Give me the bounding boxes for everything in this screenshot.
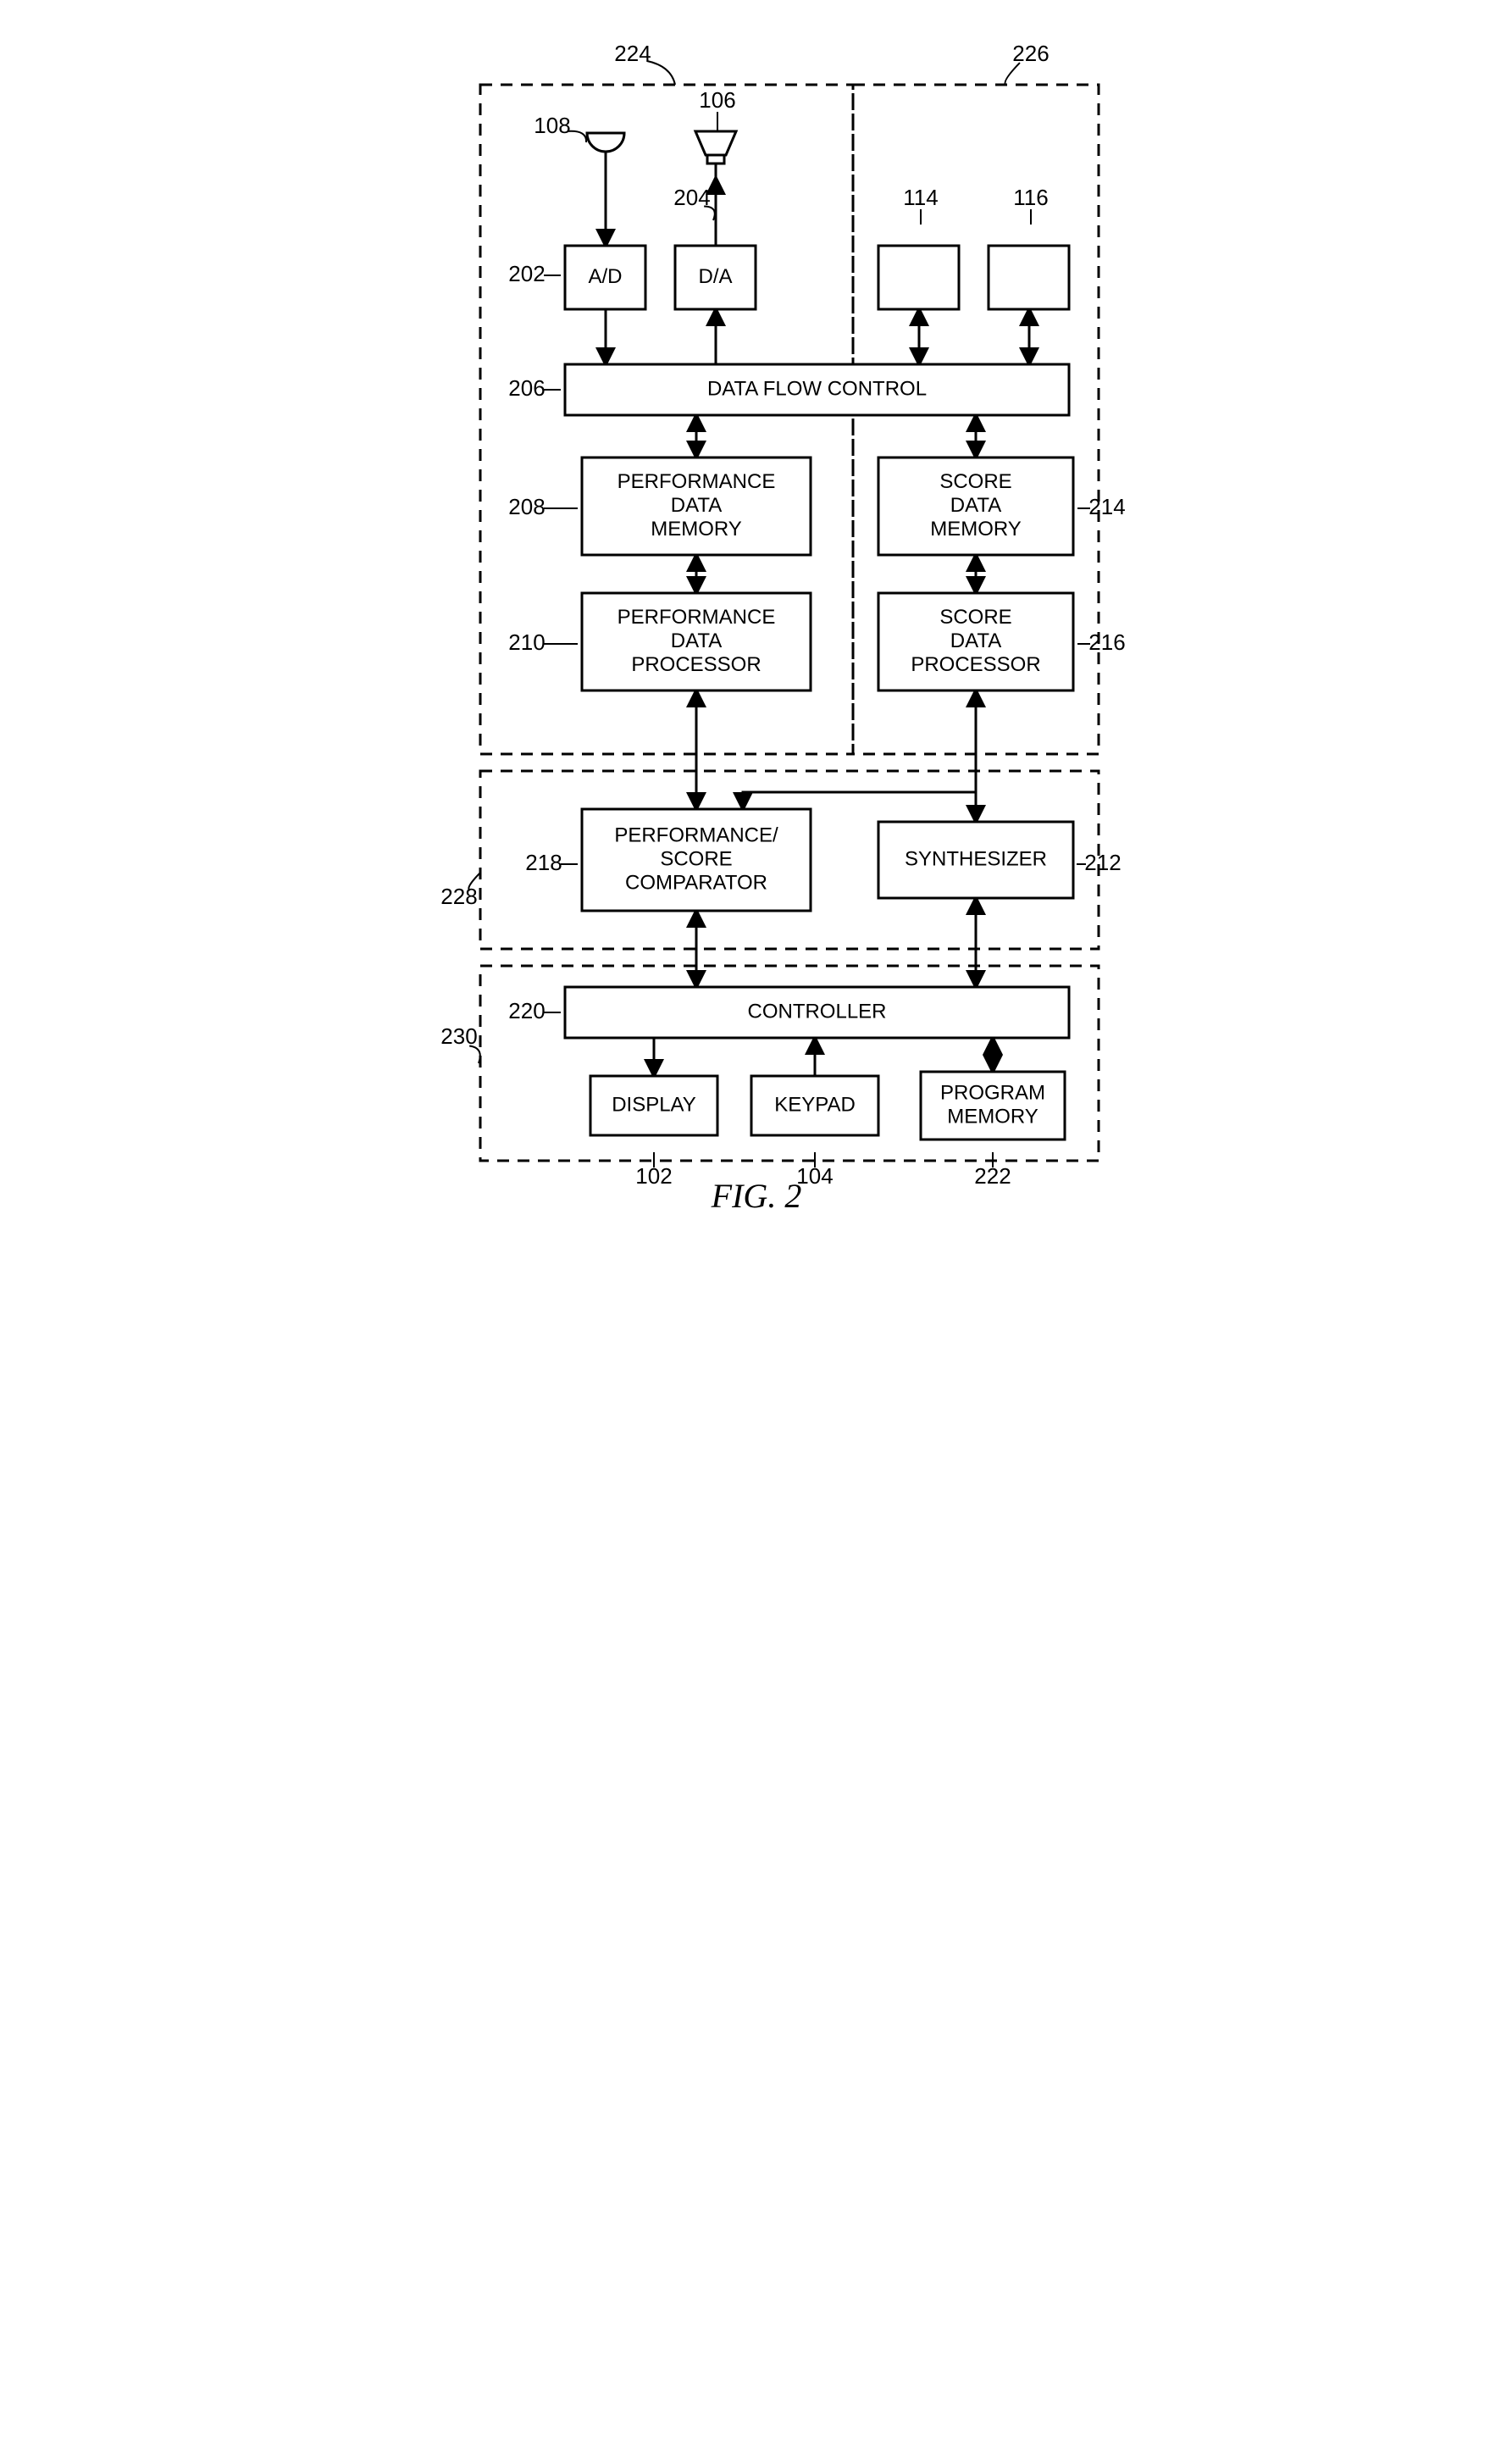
block-synth-label: SYNTHESIZER [904, 847, 1046, 870]
block-ctrl-label: CONTROLLER [747, 1000, 886, 1023]
ref-106: 106 [699, 87, 735, 113]
block-synth: SYNTHESIZER [878, 822, 1073, 898]
block-pdm-label: PERFORMANCE [617, 470, 775, 493]
speaker-icon [695, 131, 736, 155]
ref-114: 114 [903, 185, 938, 210]
block-pdm-label: MEMORY [651, 518, 742, 541]
block-sdm-label: MEMORY [930, 518, 1022, 541]
block-sdm: SCOREDATAMEMORY [878, 458, 1073, 555]
block-display: DISPLAY [590, 1076, 717, 1135]
block-ad-label: A/D [588, 265, 622, 288]
ref-212: 212 [1084, 850, 1121, 875]
block-ctrl: CONTROLLER [565, 987, 1069, 1038]
ref-228: 228 [440, 884, 477, 909]
block-pdm-label: DATA [670, 494, 721, 517]
block-psc-label: SCORE [660, 847, 732, 870]
block-sdp: SCOREDATAPROCESSOR [878, 593, 1073, 690]
ref-230: 230 [440, 1023, 477, 1049]
block-sdp-label: SCORE [939, 606, 1011, 629]
ref-116: 116 [1013, 185, 1048, 210]
ref-202: 202 [508, 261, 545, 286]
block-keypad: KEYPAD [751, 1076, 878, 1135]
figure-caption: FIG. 2 [710, 1177, 801, 1215]
block-keypad-label: KEYPAD [774, 1093, 856, 1116]
block-psc-label: COMPARATOR [624, 871, 767, 894]
block-pdp: PERFORMANCEDATAPROCESSOR [582, 593, 811, 690]
block-progmem-label: MEMORY [947, 1105, 1038, 1128]
ref-218: 218 [525, 850, 562, 875]
block-pdp-label: PROCESSOR [631, 653, 761, 676]
block-da-label: D/A [698, 265, 732, 288]
figure-2-diagram: A/DD/ADATA FLOW CONTROLPERFORMANCEDATAME… [379, 0, 1134, 1220]
ref-214: 214 [1088, 494, 1125, 519]
block-ad: A/D [565, 246, 645, 309]
block-dfc: DATA FLOW CONTROL [565, 364, 1069, 415]
ref-224: 224 [614, 41, 651, 66]
connector-sdp_fork-psc_top2 [743, 792, 976, 809]
block-display-label: DISPLAY [612, 1093, 696, 1116]
block-pdp-label: PERFORMANCE [617, 606, 775, 629]
block-progmem: PROGRAMMEMORY [921, 1072, 1065, 1140]
block-dfc-label: DATA FLOW CONTROL [706, 377, 926, 400]
ref-206: 206 [508, 375, 545, 401]
block-pdp-label: DATA [670, 629, 721, 652]
ref-108: 108 [534, 113, 570, 138]
ref-210: 210 [508, 629, 545, 655]
block-sdp-label: DATA [950, 629, 1000, 652]
block-sdm-label: DATA [950, 494, 1000, 517]
leader-226 [1005, 63, 1019, 85]
block-psc: PERFORMANCE/SCORECOMPARATOR [582, 809, 811, 911]
ref-216: 216 [1088, 629, 1125, 655]
ref-226: 226 [1012, 41, 1049, 66]
ref-220: 220 [508, 998, 545, 1023]
block-psc-label: PERFORMANCE/ [614, 824, 778, 846]
block-da: D/A [675, 246, 756, 309]
block-sdm-label: SCORE [939, 470, 1011, 493]
block-io114 [878, 246, 959, 309]
block-progmem-label: PROGRAM [939, 1081, 1044, 1104]
block-sdp-label: PROCESSOR [911, 653, 1040, 676]
mic-icon [587, 133, 624, 152]
block-io116 [989, 246, 1069, 309]
block-pdm: PERFORMANCEDATAMEMORY [582, 458, 811, 555]
ref-208: 208 [508, 494, 545, 519]
